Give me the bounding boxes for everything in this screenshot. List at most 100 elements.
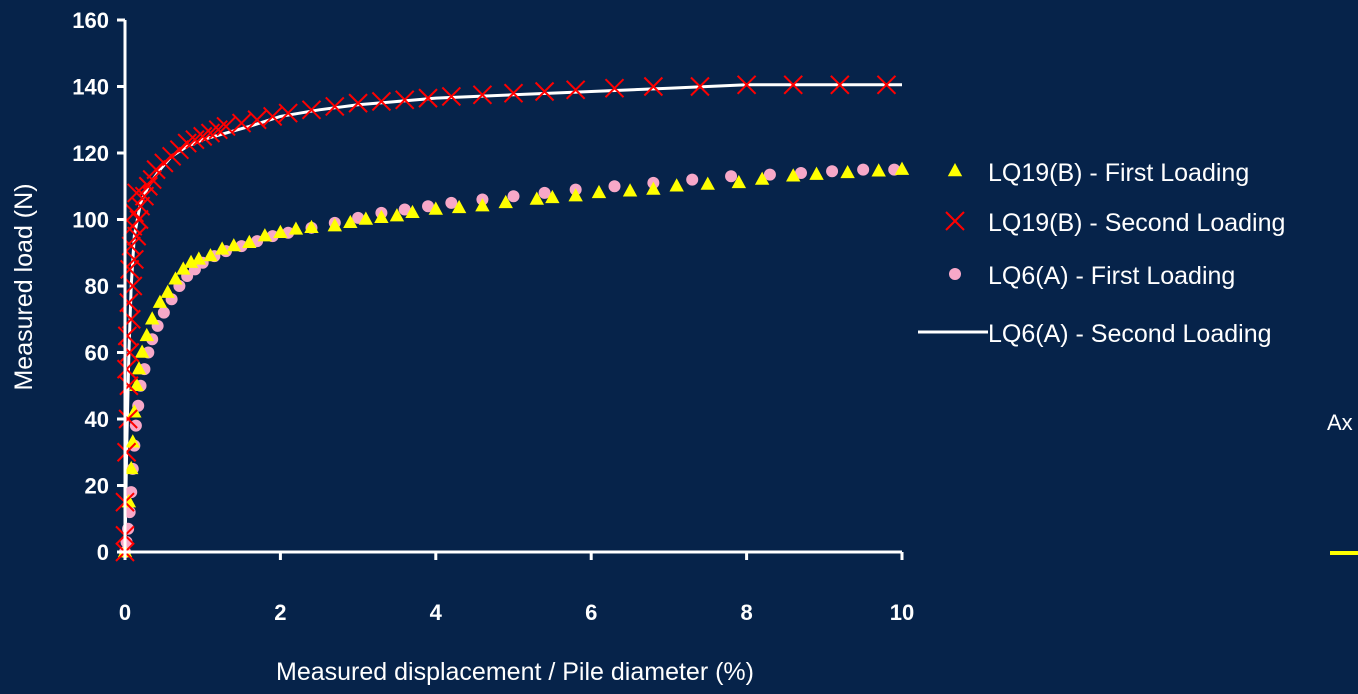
legend-item: LQ6(A) - Second Loading	[918, 320, 1272, 348]
plot-area	[115, 75, 910, 562]
data-point	[130, 196, 151, 216]
x-marker-stroke	[126, 183, 147, 203]
data-point	[398, 203, 411, 216]
data-point	[534, 81, 555, 102]
data-point	[894, 161, 910, 175]
data-point	[608, 180, 621, 193]
x-marker-stroke	[301, 100, 322, 120]
y-tick-label: 80	[85, 274, 109, 299]
data-point	[643, 76, 664, 97]
y-axis-title: Measured load (N)	[10, 183, 38, 390]
data-point	[325, 96, 345, 117]
data-point	[200, 123, 221, 143]
data-point	[374, 209, 389, 224]
data-point	[840, 164, 855, 179]
data-point	[622, 183, 638, 197]
data-point	[472, 85, 493, 105]
data-point	[422, 200, 435, 213]
data-point	[125, 434, 140, 448]
data-point	[475, 198, 490, 212]
data-point	[183, 254, 199, 268]
x-tick-label: 10	[890, 600, 914, 625]
data-point	[134, 344, 150, 358]
data-point	[127, 404, 142, 418]
legend-label: LQ6(A) - First Loading	[988, 262, 1235, 290]
x-marker-stroke	[395, 90, 415, 110]
y-tick-label: 120	[72, 141, 109, 166]
x-marker-stroke	[129, 209, 149, 230]
data-point	[327, 218, 342, 232]
x-marker-stroke	[348, 93, 368, 113]
y-tick-label: 20	[85, 474, 109, 499]
y-tick-label: 140	[72, 75, 109, 100]
data-point	[826, 165, 839, 178]
data-point	[428, 201, 443, 215]
x-tick-label: 6	[585, 600, 597, 625]
data-point	[389, 208, 405, 222]
data-point	[117, 326, 138, 346]
legend-label: LQ6(A) - Second Loading	[988, 320, 1272, 348]
data-point	[445, 196, 458, 209]
data-point	[231, 113, 252, 133]
data-point	[157, 306, 170, 319]
stray-label: Ax	[1327, 410, 1353, 435]
data-point	[763, 168, 776, 181]
data-point	[125, 486, 138, 499]
y-tick-label: 160	[72, 8, 109, 33]
data-point	[129, 377, 144, 391]
data-point	[119, 376, 139, 396]
x-marker-stroke	[231, 113, 252, 133]
data-point	[794, 166, 807, 179]
x-marker-stroke	[116, 359, 137, 379]
data-point	[498, 194, 513, 209]
data-point	[786, 168, 801, 182]
legend: LQ19(B) - First Loading LQ19(B) - Second …	[918, 159, 1285, 348]
x-marker-stroke	[117, 326, 138, 346]
data-point	[565, 80, 586, 100]
data-point	[857, 163, 870, 176]
x-marker-stroke	[130, 196, 151, 216]
x-marker-stroke	[945, 211, 965, 231]
y-tick-label: 0	[97, 540, 109, 565]
x-marker-stroke	[830, 75, 850, 95]
x-marker-stroke	[876, 75, 897, 95]
data-point	[288, 221, 304, 235]
x-marker-stroke	[472, 85, 493, 105]
x-marker-stroke	[418, 88, 438, 108]
data-point	[126, 183, 147, 203]
x-marker-stroke	[534, 81, 555, 102]
x-tick-label: 2	[274, 600, 286, 625]
data-point	[700, 176, 715, 190]
data-point	[203, 248, 218, 262]
data-point	[395, 90, 415, 110]
axes: 0 20 40 60 80 100 120 140 160 0 2 4 6 8 10	[72, 8, 914, 625]
data-point	[124, 249, 145, 270]
data-point	[139, 327, 154, 342]
legend-marker	[945, 211, 965, 231]
data-point	[257, 228, 273, 242]
x-marker-stroke	[503, 83, 524, 103]
data-point	[168, 271, 183, 285]
data-point	[690, 76, 710, 97]
x-tick-label: 4	[430, 600, 443, 625]
data-point	[343, 214, 358, 229]
x-marker-stroke	[278, 103, 298, 123]
legend-marker	[949, 268, 961, 280]
data-point	[358, 211, 374, 225]
data-point	[126, 226, 147, 246]
data-point	[646, 181, 661, 195]
data-point	[216, 116, 236, 137]
x-marker-stroke	[262, 106, 283, 127]
y-tick-label: 100	[72, 208, 109, 233]
data-point	[304, 219, 319, 234]
data-point	[591, 184, 607, 199]
data-point	[176, 261, 191, 275]
data-point	[405, 204, 420, 219]
data-point	[604, 78, 625, 98]
x-marker-stroke	[134, 186, 155, 206]
data-point	[226, 238, 241, 252]
data-point	[736, 75, 757, 95]
data-point	[191, 251, 207, 265]
y-tick-label: 60	[85, 341, 109, 366]
